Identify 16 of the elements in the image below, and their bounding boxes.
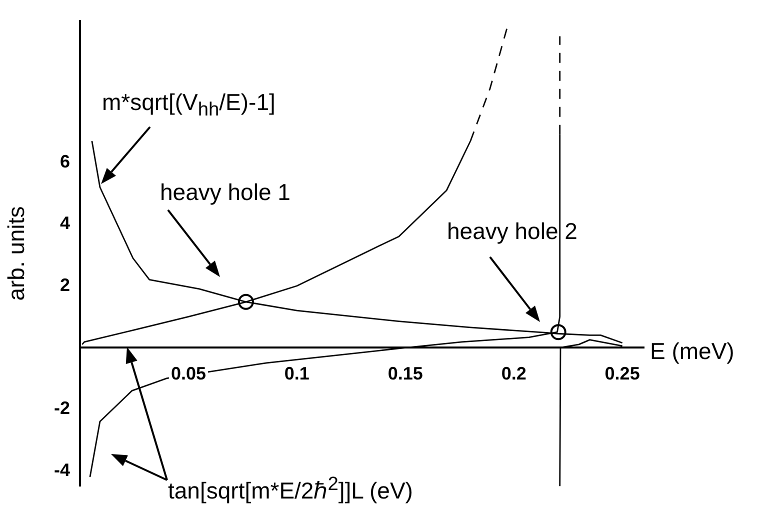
x-tick-label: 0.1	[284, 363, 310, 384]
x-tick-label: 0.25	[604, 363, 640, 384]
y-axis-title: arb. units	[3, 206, 30, 301]
x-tick-label: 0.05	[170, 363, 206, 384]
annotation: heavy hole 1	[160, 179, 290, 205]
annotation: heavy hole 2	[447, 218, 578, 244]
x-tick-label: 0.2	[501, 363, 526, 384]
annotation: tan[sqrt[m*E/2ℏ$^{2}$]]L (eV)	[168, 474, 413, 504]
y-tick-label: 2	[60, 274, 70, 295]
x-axis-title: E (meV)	[650, 338, 734, 364]
y-tick-label: 4	[60, 213, 70, 234]
x-tick-label: 0.15	[388, 363, 423, 384]
y-tick-label: 6	[60, 152, 70, 172]
annotation: m*sqrt[(V$_{hh}$/E)-1]	[102, 89, 276, 121]
y-tick-label: -2	[54, 398, 70, 418]
y-tick-label: -4	[54, 460, 70, 480]
